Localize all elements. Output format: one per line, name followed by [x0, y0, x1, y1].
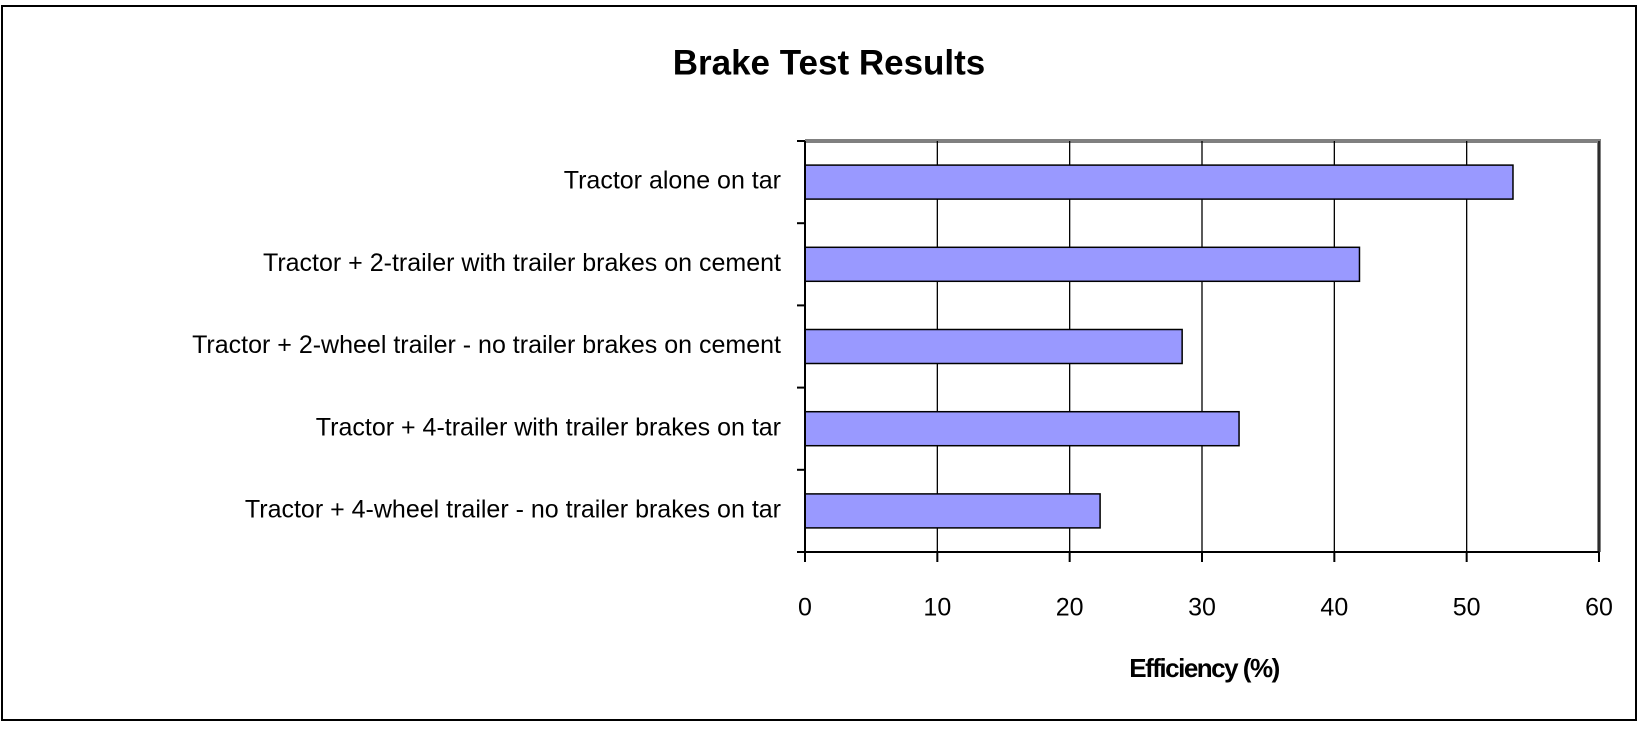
- y-tick-label: Tractor + 4-trailer with trailer brakes …: [316, 413, 781, 441]
- x-axis-label: Efficiency (%): [1129, 653, 1279, 683]
- x-tick-label: 0: [798, 594, 812, 622]
- bar: [804, 246, 1361, 283]
- x-tick-label: 10: [923, 594, 951, 622]
- x-tick-label: 20: [1056, 594, 1084, 622]
- x-tick-label: 30: [1188, 594, 1216, 622]
- x-tick-label: 60: [1585, 594, 1613, 622]
- y-tick-label: Tractor + 2-wheel trailer - no trailer b…: [192, 331, 781, 359]
- y-tick-label: Tractor + 4-wheel trailer - no trailer b…: [245, 496, 781, 524]
- y-tick-label: Tractor alone on tar: [564, 167, 781, 195]
- bar: [804, 164, 1514, 200]
- chart-title: Brake Test Results: [673, 43, 986, 82]
- bar: [804, 410, 1240, 447]
- bar: [804, 493, 1101, 529]
- y-tick-label: Tractor + 2-trailer with trailer brakes …: [263, 249, 781, 277]
- bar: [804, 328, 1183, 365]
- x-tick-label: 40: [1320, 594, 1348, 622]
- x-tick-label: 50: [1453, 594, 1481, 622]
